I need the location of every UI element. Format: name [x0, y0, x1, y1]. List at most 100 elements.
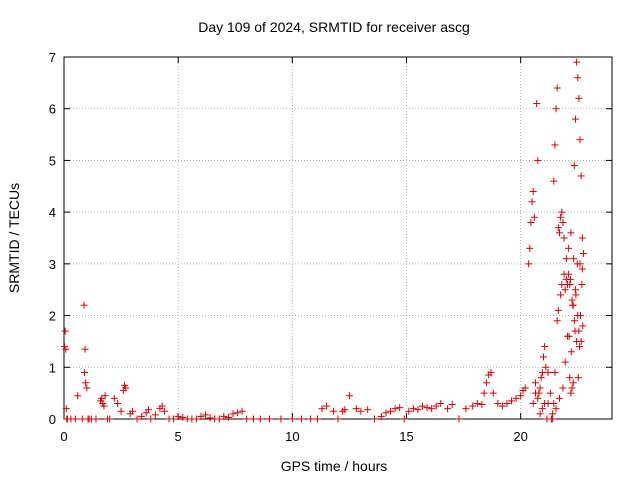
data-point: [238, 407, 246, 415]
data-point: [536, 384, 544, 392]
data-point: [550, 399, 558, 407]
data-point: [578, 234, 586, 242]
data-point: [554, 306, 562, 314]
data-point: [557, 213, 565, 221]
data-point: [566, 281, 574, 289]
data-point: [81, 345, 89, 353]
x-tick-label: 0: [60, 429, 67, 444]
data-point: [371, 415, 379, 423]
data-point: [558, 208, 566, 216]
data-point: [405, 407, 413, 415]
data-point: [561, 286, 569, 294]
data-point: [572, 291, 580, 299]
data-point: [562, 255, 570, 263]
data-point: [573, 337, 581, 345]
data-point: [578, 265, 586, 273]
data-point: [71, 415, 79, 423]
y-tick-label: 5: [49, 153, 56, 168]
data-point: [544, 368, 552, 376]
y-tick-label: 3: [49, 257, 56, 272]
data-point: [553, 84, 561, 92]
data-point: [571, 115, 579, 123]
data-point: [234, 409, 242, 417]
data-point: [559, 384, 567, 392]
data-point: [567, 348, 575, 356]
x-tick-label: 10: [285, 429, 299, 444]
y-tick-label: 7: [49, 50, 56, 65]
data-point: [521, 384, 529, 392]
data-point: [568, 384, 576, 392]
data-point: [62, 405, 70, 413]
data-point: [437, 399, 445, 407]
data-point: [144, 406, 152, 414]
data-point: [106, 415, 114, 423]
data-point: [494, 399, 502, 407]
data-point: [122, 384, 130, 392]
data-point: [569, 379, 577, 387]
data-point: [533, 100, 541, 108]
data-point: [151, 411, 159, 419]
chart-title: Day 109 of 2024, SRMTID for receiver asc…: [198, 19, 470, 35]
data-point: [536, 410, 544, 418]
data-point: [498, 402, 506, 410]
data-point: [541, 343, 549, 351]
data-point: [147, 415, 155, 423]
data-point: [313, 415, 321, 423]
data-point: [357, 407, 365, 415]
data-point: [101, 392, 109, 400]
data-point: [508, 397, 516, 405]
data-point: [575, 94, 583, 102]
data-point: [83, 384, 91, 392]
data-point: [478, 401, 486, 409]
data-point: [482, 379, 490, 387]
data-point: [565, 332, 573, 340]
data-point: [529, 187, 537, 195]
data-point: [560, 270, 568, 278]
data-point: [81, 368, 89, 376]
grid: [64, 57, 612, 419]
y-axis-label: SRMTID / TECUs: [6, 183, 22, 293]
data-point: [341, 406, 349, 414]
data-point: [489, 389, 497, 397]
data-point: [160, 407, 168, 415]
data-point: [570, 162, 578, 170]
data-point: [574, 374, 582, 382]
data-point: [74, 392, 82, 400]
data-point: [243, 415, 251, 423]
data-point: [387, 407, 395, 415]
data-point: [555, 229, 563, 237]
data-point: [82, 379, 90, 387]
data-point: [202, 411, 210, 419]
data-point: [414, 406, 422, 414]
data-point: [570, 255, 578, 263]
data-point: [277, 415, 285, 423]
data-point: [566, 374, 574, 382]
data-point: [323, 402, 331, 410]
data-point: [409, 405, 417, 413]
data-point: [473, 399, 481, 407]
data-point: [391, 405, 399, 413]
data-point: [550, 177, 558, 185]
data-point: [288, 415, 296, 423]
data-point: [61, 327, 69, 335]
data-point: [329, 407, 337, 415]
data-point: [179, 413, 187, 421]
data-point: [206, 414, 214, 422]
data-point: [534, 394, 542, 402]
data-point: [423, 404, 431, 412]
x-tick-label: 5: [175, 429, 182, 444]
data-point: [528, 198, 536, 206]
data-point: [480, 389, 488, 397]
y-tick-label: 0: [49, 412, 56, 427]
x-tick-label: 20: [513, 429, 527, 444]
data-point: [250, 415, 258, 423]
data-point: [455, 415, 463, 423]
data-point: [224, 413, 232, 421]
data-point: [552, 405, 560, 413]
data-point: [571, 327, 579, 335]
data-point: [570, 317, 578, 325]
data-point: [444, 405, 452, 413]
y-tick-label: 4: [49, 205, 56, 220]
data-point: [560, 234, 568, 242]
data-point: [554, 224, 562, 232]
